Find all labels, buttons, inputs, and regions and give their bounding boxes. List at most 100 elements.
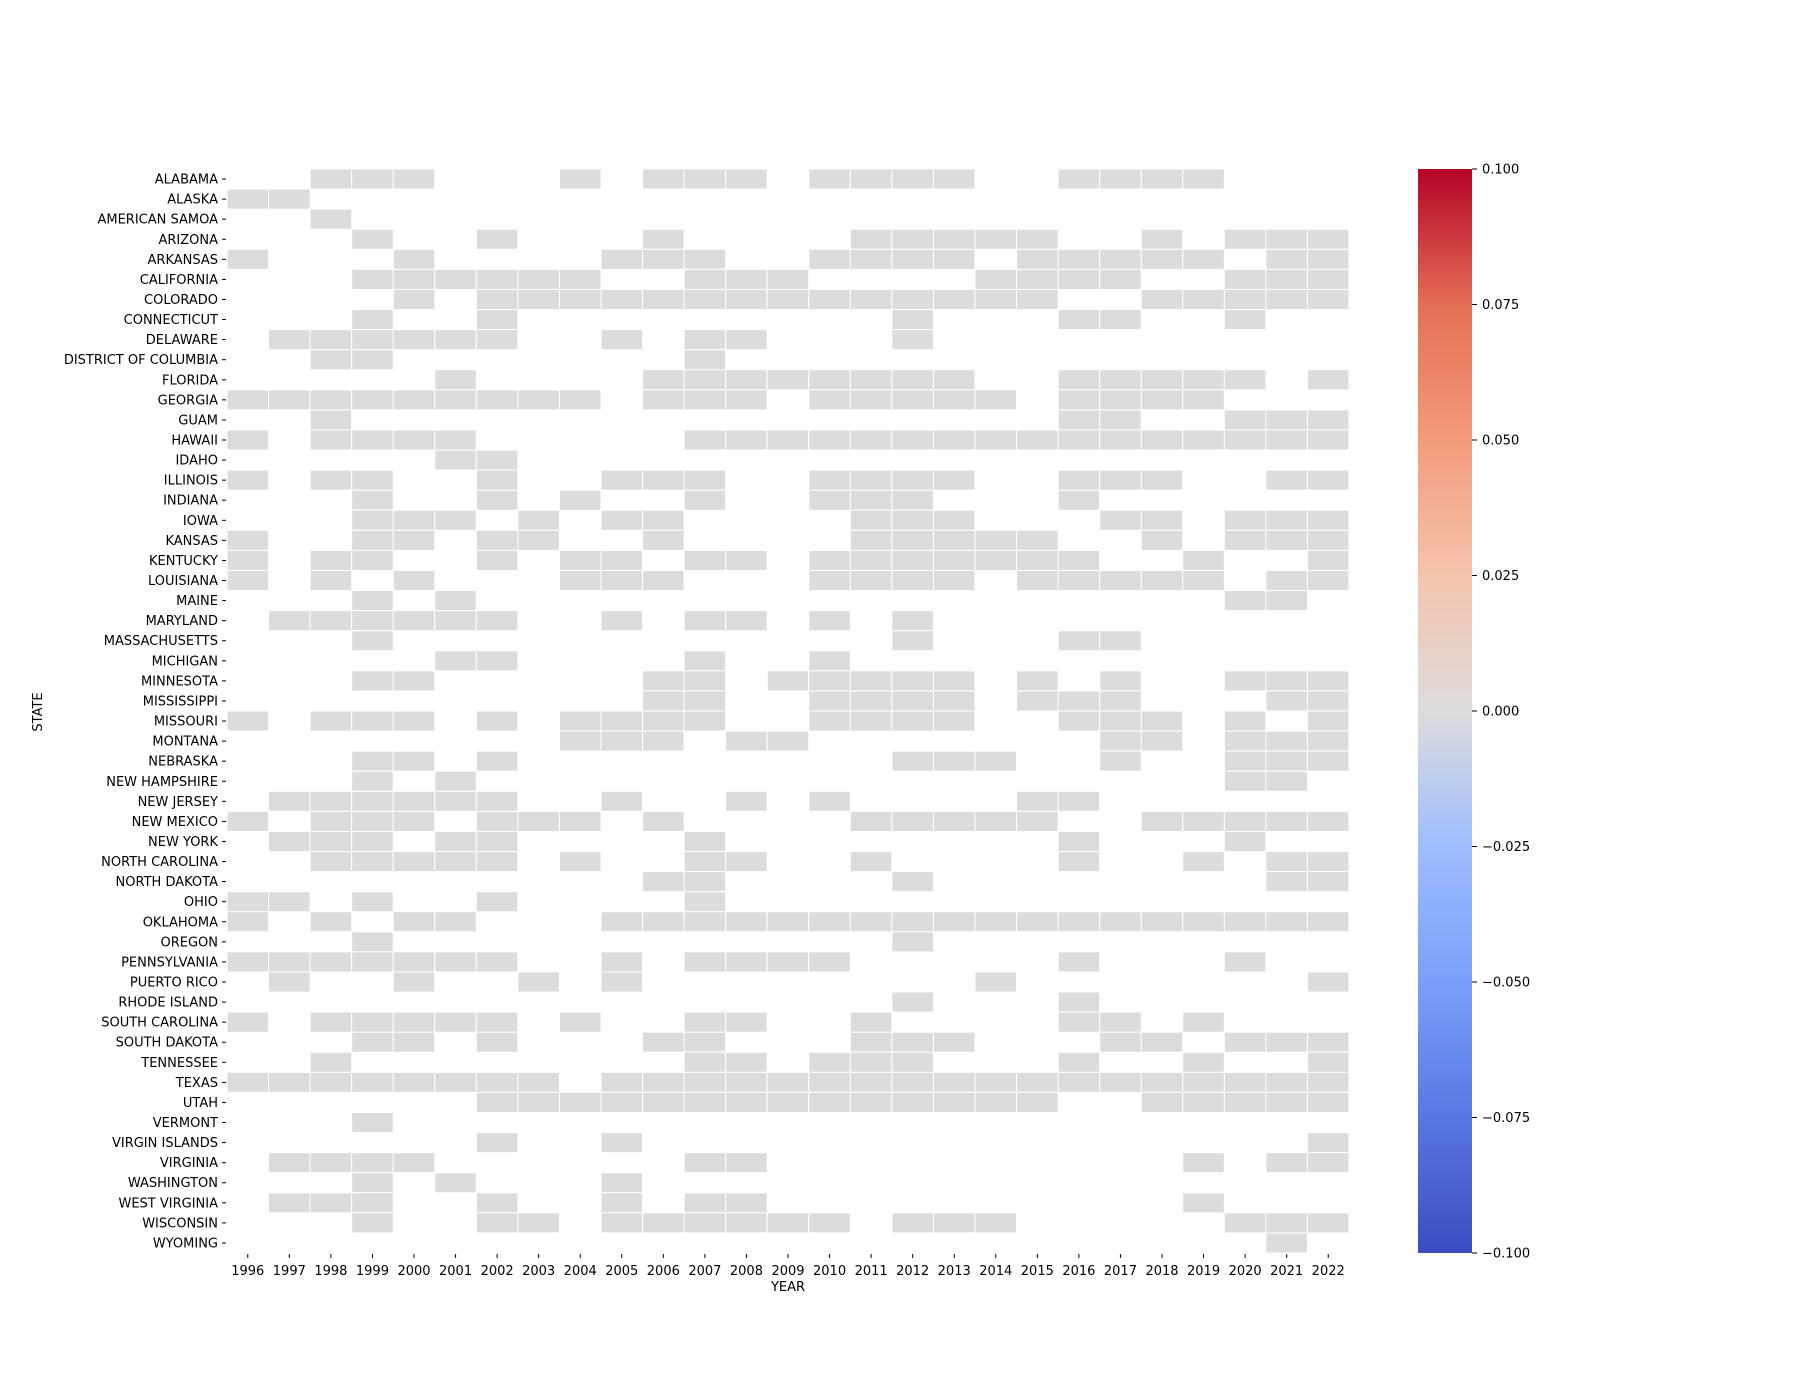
heatmap-cell-louisiana-2010 [808,569,851,592]
heatmap-cell-pennsylvania-2002 [475,951,519,973]
heatmap-cell-north-carolina-2008 [725,851,768,873]
heatmap-cell-alabama-1998 [309,168,353,190]
y-tick-label: ARIZONA [158,233,218,248]
heatmap-cell-arizona-2011 [849,228,893,250]
x-tick-label: 2019 [1187,1264,1220,1279]
heatmap-cell-oklahoma-2018 [1140,911,1184,933]
heatmap-cell-illinois-2005 [600,469,644,491]
heatmap-cell-alabama-1999 [351,168,394,190]
heatmap-cell-arizona-2006 [642,228,685,250]
heatmap-cell-arkansas-1996 [226,248,270,270]
heatmap-cell-missouri-2017 [1099,710,1142,732]
heatmap-cell-oklahoma-2016 [1057,911,1101,933]
heatmap-cell-arkansas-2022 [1306,248,1350,270]
heatmap-cell-louisiana-2022 [1306,569,1350,592]
heatmap-cell-iowa-2012 [891,509,934,531]
heatmap-cell-south-dakota-2011 [849,1031,893,1053]
heatmap-cell-georgia-2000 [392,389,436,411]
x-tick-label: 2005 [605,1264,638,1279]
heatmap-cell-oklahoma-2020 [1223,911,1267,933]
heatmap-cell-south-carolina-2017 [1099,1011,1142,1033]
heatmap-cell-texas-1998 [309,1071,353,1093]
colorbar-tick-label: 0.000 [1482,705,1519,720]
heatmap-cell-illinois-2017 [1099,469,1142,491]
heatmap-cell-new-jersey-2015 [1016,790,1059,812]
y-tick-label: CONNECTICUT [124,313,218,328]
heatmap-cell-hawaii-2000 [392,429,436,451]
heatmap-cell-kentucky-2022 [1306,549,1350,571]
heatmap-cell-florida-2020 [1223,369,1267,391]
heatmap-cell-new-mexico-1998 [309,810,353,832]
heatmap-cell-florida-2006 [642,369,685,391]
y-axis-label: STATE [31,692,46,731]
heatmap-cell-maryland-2001 [434,610,477,632]
heatmap-cell-pennsylvania-2010 [808,951,851,973]
heatmap-cell-texas-2008 [725,1071,768,1093]
heatmap-cell-colorado-2009 [766,288,810,311]
heatmap-cell-arkansas-2005 [600,248,644,270]
heatmap-cell-alaska-1997 [268,188,311,210]
heatmap-cell-nebraska-2013 [932,750,976,772]
heatmap-cell-utah-2013 [932,1091,976,1113]
heatmap-cell-georgia-2006 [642,389,685,411]
heatmap-cell-florida-2019 [1182,369,1225,391]
heatmap-cell-north-carolina-2002 [475,851,519,873]
heatmap-cell-maine-2001 [434,590,477,612]
heatmap-cell-oklahoma-2006 [642,911,685,933]
heatmap-cell-massachusetts-2017 [1099,630,1142,652]
heatmap-cell-puerto-rico-2022 [1306,971,1350,993]
heatmap-cell-texas-2001 [434,1071,477,1093]
heatmap-cell-georgia-2007 [683,389,727,411]
heatmap-cell-montana-2008 [725,730,768,752]
x-tick-label: 2010 [813,1264,846,1279]
heatmap-cell-washington-2001 [434,1172,477,1194]
y-tick-label: NEW JERSEY [138,795,218,810]
heatmap-cell-wisconsin-2012 [891,1212,934,1234]
x-tick-label: 1999 [356,1264,389,1279]
heatmap-cell-new-mexico-1996 [226,810,270,832]
heatmap-cell-tennessee-2022 [1306,1051,1350,1073]
heatmap-cell-south-carolina-2001 [434,1011,477,1033]
heatmap-cell-california-2001 [434,268,477,290]
heatmap-cell-colorado-2000 [392,288,436,311]
heatmap-cell-missouri-1996 [226,710,270,732]
heatmap-cell-north-carolina-2011 [849,851,893,873]
heatmap-cell-utah-2005 [600,1091,644,1113]
heatmap-cell-new-mexico-2003 [517,810,560,832]
heatmap-cell-minnesota-2020 [1223,670,1267,692]
y-tick-label: WASHINGTON [128,1176,218,1191]
heatmap-cell-florida-2009 [766,369,810,391]
heatmap-cell-tennessee-1998 [309,1051,353,1073]
heatmap-cell-virginia-2022 [1306,1152,1350,1174]
heatmap-cell-texas-2009 [766,1071,810,1093]
heatmap-cell-pennsylvania-2005 [600,951,644,973]
heatmap-cell-illinois-2013 [932,469,976,491]
x-tick-label: 2009 [771,1264,804,1279]
colorbar-tick-label: −0.100 [1482,1247,1530,1262]
heatmap-cell-arizona-2021 [1265,228,1308,250]
colorbar-tick-label: 0.100 [1482,163,1519,178]
heatmap-cell-texas-1999 [351,1071,394,1093]
heatmap-cell-washington-1999 [351,1172,394,1194]
heatmap-cell-ohio-2002 [475,891,519,913]
heatmap-cell-massachusetts-2016 [1057,630,1101,652]
heatmap-cell-south-carolina-2007 [683,1011,727,1033]
y-tick-label: NORTH DAKOTA [116,875,219,890]
y-tick-label: MAINE [176,594,218,609]
heatmap-cell-new-mexico-2006 [642,810,685,832]
heatmap-cell-hawaii-2010 [808,429,851,451]
heatmap-cell-louisiana-2012 [891,569,934,592]
heatmap-cell-nebraska-2014 [974,750,1018,772]
heatmap-cell-guam-2017 [1099,409,1142,431]
heatmap-cell-south-carolina-2019 [1182,1011,1225,1033]
heatmap-cell-hawaii-2001 [434,429,477,451]
heatmap-cell-kentucky-2007 [683,549,727,571]
heatmap-cell-missouri-2018 [1140,710,1184,732]
heatmap-cell-montana-2022 [1306,730,1350,752]
heatmap-cell-missouri-2016 [1057,710,1101,732]
x-tick-label: 2011 [855,1264,888,1279]
heatmap-cell-new-york-2002 [475,830,519,853]
heatmap-cell-delaware-2012 [891,329,934,351]
heatmap-cell-idaho-2001 [434,449,477,471]
heatmap-cell-new-mexico-2015 [1016,810,1059,832]
